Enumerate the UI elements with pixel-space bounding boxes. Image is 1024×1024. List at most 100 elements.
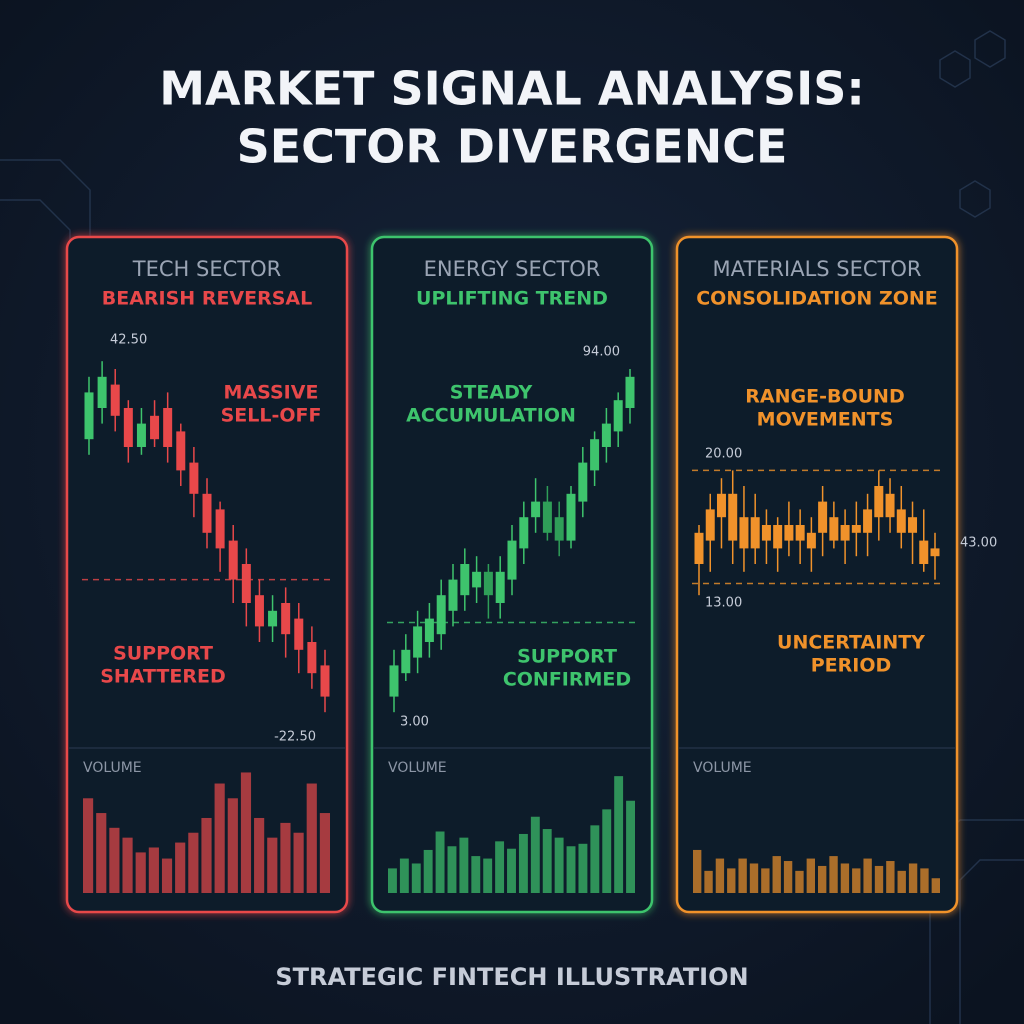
volume-bar	[602, 809, 612, 893]
volume-bar	[507, 848, 516, 893]
title-line: SECTOR DIVERGENCE	[237, 120, 788, 174]
volume-bar	[254, 817, 265, 893]
volume-bar	[840, 863, 850, 893]
volume-bar	[908, 863, 918, 893]
candle-body	[566, 493, 576, 541]
volume-bar	[818, 865, 827, 893]
price-label: 94.00	[583, 345, 620, 360]
candle-body	[307, 642, 317, 674]
volume-bar	[83, 798, 94, 893]
candle-body	[123, 408, 133, 447]
volume-bar	[772, 856, 781, 893]
volume-bar	[293, 832, 304, 893]
volume-bar	[566, 846, 576, 893]
volume-bar	[135, 852, 146, 893]
candle-body	[495, 571, 505, 603]
candle-body	[448, 579, 458, 611]
candle-body	[919, 540, 929, 564]
panel-subtitle: UPLIFTING TREND	[416, 288, 608, 310]
volume-bar	[161, 858, 173, 893]
candle-body	[829, 517, 839, 541]
volume-bar	[109, 827, 120, 893]
candle-body	[483, 571, 493, 596]
panel-subtitle: BEARISH REVERSAL	[102, 288, 312, 310]
candle-body	[874, 486, 884, 518]
candle-body	[84, 392, 94, 440]
candle-body	[519, 517, 529, 549]
volume-bar	[471, 856, 481, 893]
volume-bar	[614, 776, 624, 893]
candle-body	[716, 493, 726, 518]
candle-body	[806, 532, 816, 549]
volume-bar	[886, 861, 895, 893]
panel	[675, 235, 959, 914]
candle-body	[436, 595, 446, 635]
volume-bar	[795, 870, 804, 893]
candle-body	[507, 540, 517, 580]
price-label: 13.00	[705, 596, 742, 611]
candle-body	[268, 610, 278, 627]
panel-title: MATERIALS SECTOR	[712, 257, 921, 281]
volume-bar	[122, 837, 133, 893]
volume-bar	[483, 858, 493, 893]
volume-bar	[399, 858, 409, 893]
volume-bar	[806, 858, 815, 893]
candle-body	[163, 408, 173, 447]
volume-bar	[306, 783, 317, 893]
volume-bar	[761, 868, 770, 893]
candle-body	[554, 517, 564, 541]
candle-body	[818, 501, 828, 533]
price-label: 42.50	[110, 333, 147, 348]
volume-bar	[829, 856, 838, 893]
candle-body	[389, 665, 399, 697]
annotation: MOVEMENTS	[757, 409, 894, 431]
volume-bar	[554, 837, 564, 893]
candle-body	[625, 376, 635, 408]
volume-bar	[715, 858, 725, 893]
candle-body	[705, 509, 715, 541]
annotation: SUPPORT	[113, 643, 213, 665]
annotation: SUPPORT	[517, 646, 617, 668]
title-line: MARKET SIGNAL ANALYSIS:	[159, 62, 865, 116]
candle-body	[863, 509, 873, 533]
volume-bar	[626, 800, 635, 893]
volume-bar	[175, 842, 186, 893]
volume-bar	[518, 833, 528, 893]
candle-body	[281, 603, 291, 635]
candle-body	[150, 415, 160, 440]
volume-bar	[920, 868, 929, 893]
candle-body	[784, 525, 794, 541]
candle-body	[215, 509, 225, 549]
volume-bar	[578, 843, 588, 893]
volume-bar	[459, 837, 469, 893]
volume-bar	[240, 772, 252, 893]
panel-title: TECH SECTOR	[132, 257, 281, 281]
panel-subtitle: CONSOLIDATION ZONE	[696, 288, 938, 310]
candle-body	[294, 618, 304, 650]
panel-title: ENERGY SECTOR	[424, 257, 601, 281]
candle-body	[896, 509, 906, 533]
volume-bar	[590, 825, 600, 893]
candle-body	[578, 462, 588, 502]
candle-body	[241, 564, 251, 603]
volume-bar	[435, 831, 445, 893]
volume-bar	[148, 847, 159, 893]
annotation: ACCUMULATION	[406, 405, 576, 427]
volume-bar	[852, 868, 861, 893]
candle-body	[590, 439, 600, 471]
annotation: PERIOD	[811, 655, 892, 677]
volume-bar	[542, 829, 552, 893]
volume-label: VOLUME	[388, 760, 447, 776]
annotation: CONFIRMED	[503, 669, 631, 691]
candle-body	[189, 462, 199, 494]
candle-body	[460, 564, 470, 596]
volume-bar	[704, 870, 713, 893]
candle-body	[761, 525, 771, 541]
volume-bar	[280, 822, 291, 893]
price-label: 43.00	[960, 536, 997, 551]
price-label: 20.00	[705, 447, 742, 462]
candle-body	[750, 517, 760, 549]
volume-bar	[931, 878, 940, 893]
candle-body	[773, 525, 783, 549]
